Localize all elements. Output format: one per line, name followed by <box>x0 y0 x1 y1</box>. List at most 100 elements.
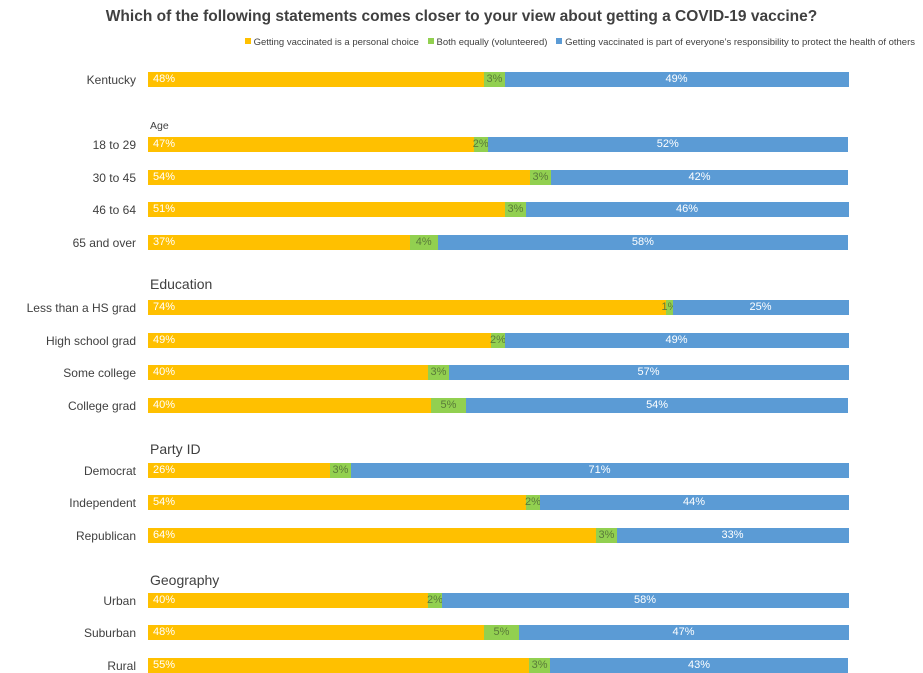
data-label-personal-choice-kentucky: 48% <box>153 73 176 85</box>
data-label-personal-choice-republican: 64% <box>153 529 176 541</box>
legend-item-both-equally: Both equally (volunteered) <box>427 37 548 48</box>
data-label-both-equally-independent: 2% <box>525 496 541 508</box>
bar-segment-personal-choice-democrat <box>148 463 331 478</box>
row-label-urban: Urban <box>103 594 136 608</box>
bar-kentucky: 48% 3% 49% <box>148 72 849 87</box>
bar-segment-personal-choice-46-to-64 <box>148 202 506 217</box>
data-label-responsibility-urban: 58% <box>633 594 657 606</box>
bar-segment-responsibility-65-and-over <box>437 235 849 250</box>
data-label-responsibility-democrat: 71% <box>588 464 611 476</box>
legend-swatch-personal-choice <box>244 38 251 44</box>
bar-segment-personal-choice-high-school-grad <box>148 333 492 348</box>
data-label-responsibility-65-and-over: 58% <box>631 236 654 248</box>
bar-segment-personal-choice-some-college <box>148 365 429 380</box>
data-label-responsibility-suburban: 47% <box>672 626 695 638</box>
bar-independent: 54% 2% 44% <box>148 495 849 510</box>
bar-segment-both-equally-46-to-64 <box>505 202 527 217</box>
bar-segment-both-equally-65-and-over <box>409 235 439 250</box>
legend-item-personal-choice: Getting vaccinated is a personal choice <box>244 37 419 48</box>
bar-democrat: 26% 3% 71% <box>148 463 849 478</box>
data-label-both-equally-high-school-grad: 2% <box>490 334 506 346</box>
group-label-age: Age <box>150 120 169 132</box>
data-label-personal-choice-less-than-a-hs-grad: 74% <box>153 301 176 313</box>
row-label-independent: Independent <box>69 496 136 510</box>
bar-segment-personal-choice-rural <box>148 658 530 673</box>
row-label-30-to-45: 30 to 45 <box>92 171 136 185</box>
row-label-republican: Republican <box>75 529 136 543</box>
bar-segment-both-equally-less-than-a-hs-grad <box>666 300 674 315</box>
bar-segment-personal-choice-18-to-29 <box>148 137 475 152</box>
bar-segment-both-equally-independent <box>526 495 541 510</box>
bar-18-to-29: 47% 2% 52% <box>148 137 849 152</box>
bar-less-than-a-hs-grad: 74% 1% 25% <box>148 300 849 315</box>
row-label-less-than-a-hs-grad: Less than a HS grad <box>26 301 136 315</box>
bar-some-college: 40% 3% 57% <box>148 365 849 380</box>
legend: Getting vaccinated is a personal choice … <box>239 37 915 48</box>
data-label-both-equally-college-grad: 5% <box>440 399 457 411</box>
bar-46-to-64: 51% 3% 46% <box>148 202 849 217</box>
bar-segment-both-equally-republican <box>596 528 618 543</box>
row-label-democrat: Democrat <box>83 464 136 478</box>
bar-segment-responsibility-suburban <box>519 625 849 640</box>
row-label-kentucky: Kentucky <box>86 73 136 87</box>
data-label-personal-choice-independent: 54% <box>153 496 176 508</box>
data-label-personal-choice-democrat: 26% <box>153 464 176 476</box>
group-label-education: Education <box>150 276 213 292</box>
data-label-responsibility-46-to-64: 46% <box>675 203 699 215</box>
bar-college-grad: 40% 5% 54% <box>148 398 849 413</box>
data-label-responsibility-college-grad: 54% <box>646 399 669 411</box>
data-label-responsibility-republican: 33% <box>721 529 744 541</box>
data-label-personal-choice-college-grad: 40% <box>153 399 176 411</box>
bar-segment-both-equally-democrat <box>330 463 352 478</box>
bar-high-school-grad: 49% 2% 49% <box>148 333 849 348</box>
data-label-both-equally-rural: 3% <box>531 659 548 671</box>
data-label-responsibility-independent: 44% <box>682 496 706 508</box>
data-label-both-equally-some-college: 3% <box>430 366 447 378</box>
data-label-personal-choice-65-and-over: 37% <box>153 236 176 248</box>
group-label-party-id: Party ID <box>150 441 201 457</box>
bar-segment-both-equally-18-to-29 <box>473 137 489 152</box>
chart-title: Which of the following statements comes … <box>105 8 818 25</box>
data-label-personal-choice-high-school-grad: 49% <box>153 334 176 346</box>
data-label-both-equally-suburban: 5% <box>493 626 510 638</box>
row-label-18-to-29: 18 to 29 <box>92 138 136 152</box>
bar-segment-responsibility-rural <box>549 658 849 673</box>
legend-label-responsibility: Getting vaccinated is part of everyone’s… <box>565 37 915 48</box>
data-label-personal-choice-46-to-64: 51% <box>153 203 176 215</box>
data-label-responsibility-rural: 43% <box>687 659 710 671</box>
bar-segment-personal-choice-suburban <box>148 625 485 640</box>
data-label-responsibility-less-than-a-hs-grad: 25% <box>749 301 772 313</box>
bar-segment-responsibility-less-than-a-hs-grad <box>673 300 849 315</box>
data-label-both-equally-less-than-a-hs-grad: 1% <box>661 301 678 313</box>
legend-swatch-responsibility <box>556 38 563 44</box>
row-label-65-and-over: 65 and over <box>72 236 136 250</box>
bar-segment-responsibility-kentucky <box>505 72 849 87</box>
data-label-both-equally-republican: 3% <box>598 529 615 541</box>
bar-segment-responsibility-30-to-45 <box>551 170 849 185</box>
data-label-both-equally-kentucky: 3% <box>486 73 503 85</box>
row-label-high-school-grad: High school grad <box>45 334 136 348</box>
data-label-both-equally-18-to-29: 2% <box>472 138 489 150</box>
bar-65-and-over: 37% 4% 58% <box>148 235 849 250</box>
bar-segment-responsibility-independent <box>540 495 849 510</box>
bar-segment-responsibility-high-school-grad <box>505 333 849 348</box>
bar-segment-both-equally-college-grad <box>430 398 467 413</box>
data-label-personal-choice-30-to-45: 54% <box>153 171 176 183</box>
legend-swatch-both-equally <box>427 38 434 44</box>
bar-segment-personal-choice-college-grad <box>148 398 432 413</box>
bar-segment-personal-choice-30-to-45 <box>148 170 531 185</box>
data-label-responsibility-kentucky: 49% <box>665 73 688 85</box>
bar-30-to-45: 54% 3% 42% <box>148 170 849 185</box>
bar-segment-personal-choice-independent <box>148 495 527 510</box>
row-label-suburban: Suburban <box>83 626 136 640</box>
legend-label-both-equally: Both equally (volunteered) <box>436 37 548 48</box>
data-label-both-equally-65-and-over: 4% <box>415 236 432 248</box>
data-label-personal-choice-suburban: 48% <box>153 626 176 638</box>
data-label-both-equally-urban: 2% <box>427 594 443 606</box>
data-label-responsibility-high-school-grad: 49% <box>665 334 688 346</box>
bar-segment-responsibility-college-grad <box>466 398 849 413</box>
data-label-responsibility-18-to-29: 52% <box>656 138 679 150</box>
bar-segment-both-equally-high-school-grad <box>491 333 506 348</box>
data-label-personal-choice-urban: 40% <box>153 594 176 606</box>
bar-segment-both-equally-urban <box>428 593 443 608</box>
